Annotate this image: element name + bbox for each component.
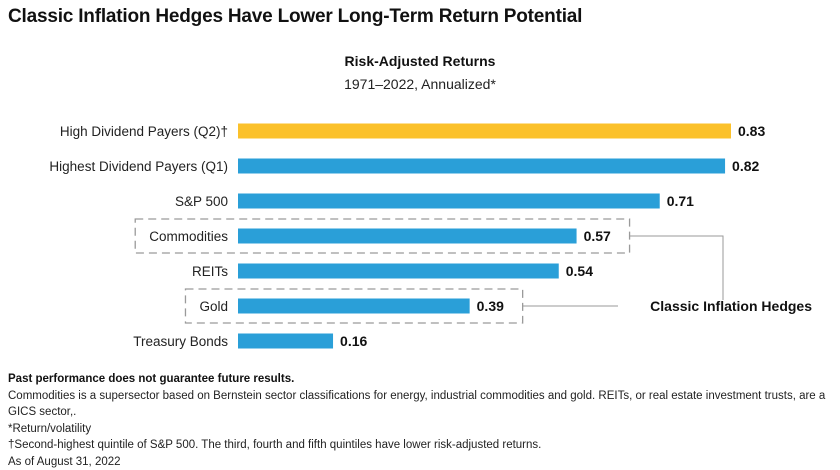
footnote-return-volatility: *Return/volatility bbox=[8, 421, 828, 438]
footnotes: Past performance does not guarantee futu… bbox=[8, 371, 828, 470]
bar-chart: Classic Inflation Hedges High Dividend P… bbox=[0, 0, 840, 370]
category-label-highest-dividend-payers-q1: Highest Dividend Payers (Q1) bbox=[49, 159, 228, 174]
footnote-quintile: †Second-highest quintile of S&P 500. The… bbox=[8, 437, 828, 454]
bar-highest-dividend-payers-q1 bbox=[238, 159, 725, 174]
hedge-annotation-label: Classic Inflation Hedges bbox=[650, 298, 812, 314]
bar-reits bbox=[238, 264, 559, 279]
value-label-treasury-bonds: 0.16 bbox=[340, 333, 367, 349]
category-label-s-p-500: S&P 500 bbox=[175, 194, 228, 209]
category-label-treasury-bonds: Treasury Bonds bbox=[133, 334, 228, 349]
disclaimer: Past performance does not guarantee futu… bbox=[8, 371, 828, 388]
value-label-high-dividend-payers-q2: 0.83 bbox=[738, 123, 765, 139]
bar-treasury-bonds bbox=[238, 334, 333, 349]
value-label-highest-dividend-payers-q1: 0.82 bbox=[732, 158, 759, 174]
value-label-gold: 0.39 bbox=[477, 298, 504, 314]
value-label-reits: 0.54 bbox=[566, 263, 593, 279]
category-label-commodities: Commodities bbox=[149, 229, 228, 244]
category-label-high-dividend-payers-q2: High Dividend Payers (Q2)† bbox=[60, 124, 228, 139]
bar-commodities bbox=[238, 229, 577, 244]
bar-s-p-500 bbox=[238, 194, 660, 209]
value-label-commodities: 0.57 bbox=[584, 228, 611, 244]
bar-gold bbox=[238, 299, 470, 314]
hedge-connector-line bbox=[630, 236, 723, 300]
category-label-gold: Gold bbox=[199, 299, 228, 314]
value-label-s-p-500: 0.71 bbox=[667, 193, 694, 209]
bar-high-dividend-payers-q2 bbox=[238, 124, 731, 139]
footnote-commodities: Commodities is a supersector based on Be… bbox=[8, 388, 828, 421]
category-label-reits: REITs bbox=[192, 264, 228, 279]
footnote-date: As of August 31, 2022 bbox=[8, 454, 828, 470]
